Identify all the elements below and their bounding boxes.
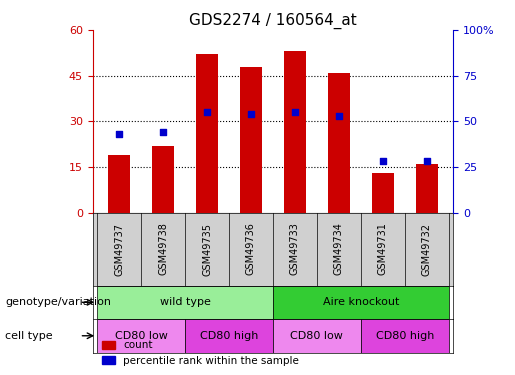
Text: GSM49732: GSM49732 — [422, 222, 432, 276]
Bar — [328, 73, 350, 213]
Bar — [152, 146, 174, 213]
Bar — [97, 319, 185, 352]
Text: CD80 high: CD80 high — [200, 331, 258, 341]
Point — [203, 109, 211, 115]
Bar — [108, 155, 130, 213]
Text: GSM49731: GSM49731 — [378, 223, 388, 276]
Bar — [273, 286, 449, 319]
Point — [159, 129, 167, 135]
Bar — [284, 51, 306, 213]
Text: GSM49735: GSM49735 — [202, 222, 212, 276]
Bar — [185, 319, 273, 352]
Point — [291, 109, 299, 115]
Legend: count, percentile rank within the sample: count, percentile rank within the sample — [98, 336, 303, 370]
Bar — [273, 319, 361, 352]
Point — [379, 158, 387, 164]
Bar — [372, 173, 394, 213]
Text: GSM49733: GSM49733 — [290, 223, 300, 276]
Title: GDS2274 / 160564_at: GDS2274 / 160564_at — [189, 12, 357, 28]
Bar — [196, 54, 218, 213]
Point — [335, 113, 343, 119]
Bar — [240, 66, 262, 213]
Bar — [97, 286, 273, 319]
Point — [115, 131, 123, 137]
Text: GSM49738: GSM49738 — [158, 223, 168, 276]
Text: GSM49737: GSM49737 — [114, 222, 124, 276]
Point — [247, 111, 255, 117]
Text: CD80 low: CD80 low — [115, 331, 167, 341]
Text: Aire knockout: Aire knockout — [323, 297, 399, 307]
Text: wild type: wild type — [160, 297, 211, 307]
Text: GSM49734: GSM49734 — [334, 223, 344, 276]
Text: CD80 high: CD80 high — [375, 331, 434, 341]
Text: GSM49736: GSM49736 — [246, 223, 256, 276]
Point — [423, 158, 431, 164]
Text: genotype/variation: genotype/variation — [5, 297, 111, 307]
Bar — [416, 164, 438, 213]
Text: CD80 low: CD80 low — [290, 331, 344, 341]
Text: cell type: cell type — [5, 331, 53, 341]
Bar — [361, 319, 449, 352]
